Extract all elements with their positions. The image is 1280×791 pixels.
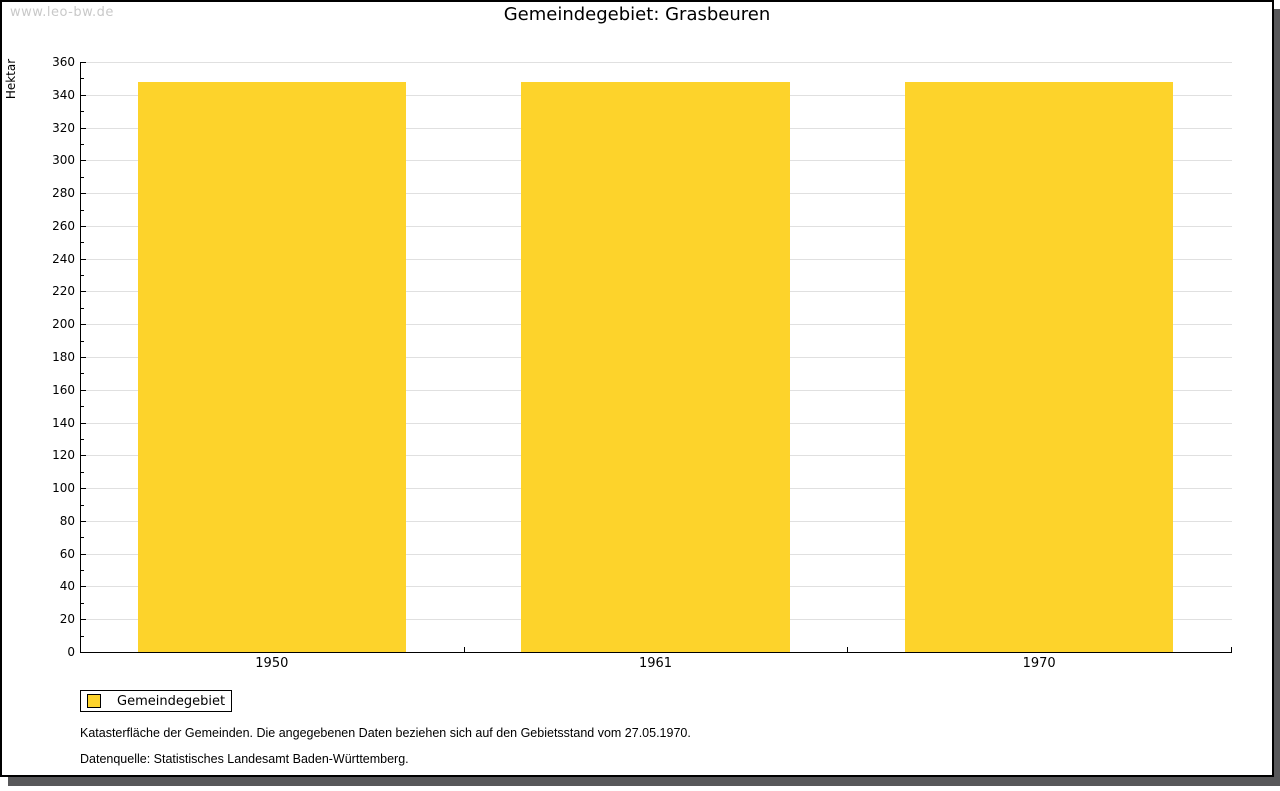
y-minor-tick-150	[81, 406, 84, 408]
y-minor-tick-210	[81, 307, 84, 309]
y-minor-tick-90	[81, 504, 84, 506]
y-major-tick-20	[81, 619, 86, 621]
y-tick-label-160: 160	[52, 382, 75, 397]
x-boundary-tick-3	[1231, 647, 1232, 652]
y-tick-label-120: 120	[52, 448, 75, 463]
y-minor-tick-290	[81, 176, 84, 178]
y-major-tick-180	[81, 357, 86, 358]
bar-1961	[521, 81, 790, 652]
x-axis-line	[80, 652, 1232, 653]
y-major-tick-100	[81, 488, 86, 490]
x-category-label-1961: 1961	[638, 656, 673, 671]
y-major-tick-60	[81, 553, 86, 555]
y-major-tick-300	[81, 160, 86, 162]
y-minor-tick-70	[81, 537, 84, 539]
watermark: www.leo-bw.de	[10, 5, 114, 20]
y-tick-label-60: 60	[59, 546, 75, 561]
y-tick-label-100: 100	[52, 481, 75, 496]
y-minor-tick-110	[81, 471, 84, 473]
bar-1970	[904, 81, 1174, 652]
y-tick-label-0: 0	[67, 645, 75, 659]
y-tick-label-140: 140	[52, 415, 75, 430]
y-minor-tick-170	[81, 373, 84, 375]
y-minor-tick-30	[81, 602, 84, 604]
legend-swatch-icon	[87, 694, 101, 708]
y-major-tick-240	[81, 258, 86, 260]
y-major-tick-220	[81, 291, 86, 293]
y-major-tick-140	[81, 422, 86, 424]
y-minor-tick-310	[81, 143, 84, 145]
chart-title: Gemeindegebiet: Grasbeuren	[503, 4, 771, 25]
y-minor-tick-130	[81, 438, 84, 440]
y-tick-label-200: 200	[52, 317, 75, 332]
x-category-label-1970: 1970	[1022, 656, 1056, 671]
y-tick-label-260: 260	[52, 218, 75, 233]
y-major-tick-120	[81, 455, 86, 457]
legend-label: Gemeindegebiet	[117, 693, 226, 709]
y-tick-label-320: 320	[52, 120, 75, 135]
y-minor-tick-230	[81, 275, 84, 277]
y-major-tick-40	[81, 586, 86, 588]
y-axis-line	[80, 62, 81, 653]
y-major-tick-260	[81, 225, 86, 227]
y-tick-label-80: 80	[59, 513, 75, 528]
y-tick-label-280: 280	[52, 186, 75, 201]
y-minor-tick-50	[81, 570, 84, 572]
y-major-tick-320	[81, 127, 86, 129]
y-tick-label-180: 180	[52, 350, 75, 364]
y-tick-label-240: 240	[52, 251, 75, 266]
y-major-tick-160	[81, 389, 86, 391]
y-tick-label-360: 360	[52, 55, 75, 69]
y-major-tick-80	[81, 520, 86, 522]
chart-card: www.leo-bw.de Gemeindegebiet: Grasbeuren…	[0, 0, 1274, 777]
x-boundary-tick-2	[847, 647, 849, 652]
y-minor-tick-250	[81, 242, 84, 244]
footer-description: Katasterfläche der Gemeinden. Die angege…	[80, 726, 691, 740]
y-tick-label-220: 220	[52, 284, 75, 299]
bar-1950	[137, 81, 407, 652]
y-major-tick-200	[81, 324, 86, 326]
y-tick-label-300: 300	[52, 153, 75, 168]
x-category-label-1950: 1950	[255, 656, 289, 671]
y-major-tick-360	[81, 62, 86, 63]
y-minor-tick-270	[81, 209, 84, 211]
y-minor-tick-350	[81, 78, 84, 80]
y-tick-label-340: 340	[52, 87, 75, 102]
y-major-tick-340	[81, 94, 86, 96]
y-minor-tick-190	[81, 340, 84, 342]
y-major-tick-280	[81, 193, 86, 195]
y-tick-label-20: 20	[59, 612, 75, 627]
gridline-360	[81, 62, 1232, 63]
y-major-tick-0	[81, 652, 86, 653]
legend: Gemeindegebiet	[80, 690, 232, 712]
y-tick-label-40: 40	[59, 579, 75, 594]
y-minor-tick-330	[81, 111, 84, 113]
x-boundary-tick-1	[463, 647, 465, 652]
footer-source: Datenquelle: Statistisches Landesamt Bad…	[80, 752, 409, 766]
y-minor-tick-10	[81, 635, 84, 637]
